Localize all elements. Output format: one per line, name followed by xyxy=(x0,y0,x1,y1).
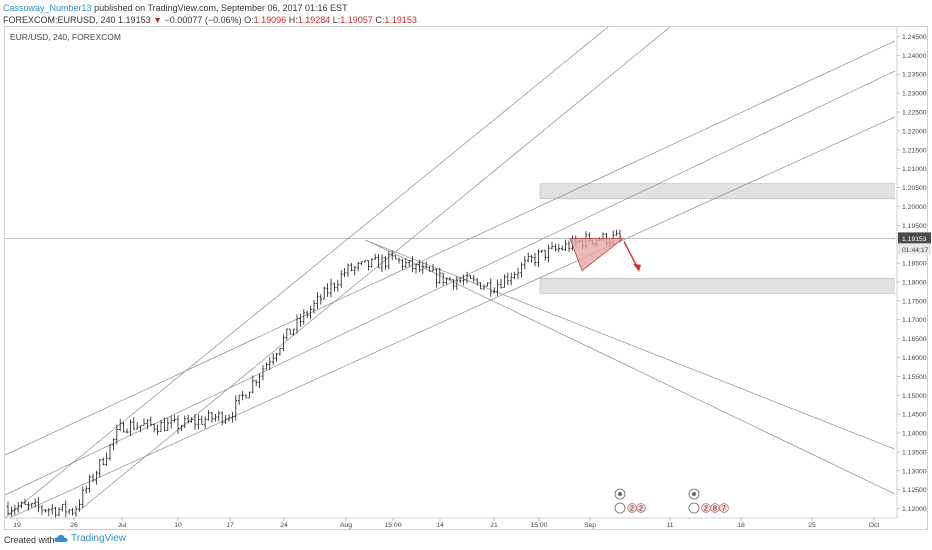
y-tick-label: 1.24500 xyxy=(902,34,927,41)
countdown-label: 01:44:17 xyxy=(902,247,929,254)
event-count: 2 xyxy=(630,506,634,513)
x-tick-label: 15:00 xyxy=(530,522,547,529)
x-tick-label: 14 xyxy=(436,522,444,529)
y-tick-label: 1.21000 xyxy=(902,166,927,173)
y-tick-label: 1.16000 xyxy=(902,355,927,362)
close-value: 1.19153 xyxy=(384,15,417,25)
high-value: 1.19284 xyxy=(297,15,331,25)
x-tick-label: 25 xyxy=(808,522,816,529)
y-tick-label: 1.19500 xyxy=(902,223,927,230)
trendline[interactable] xyxy=(5,70,897,496)
countdown-badge xyxy=(898,243,931,255)
trendline[interactable] xyxy=(364,239,897,450)
projection-arrow-head-icon xyxy=(633,263,641,272)
created-with-text: Created with xyxy=(4,535,55,545)
y-tick-label: 1.23000 xyxy=(902,91,927,98)
y-tick-label: 1.15000 xyxy=(902,393,927,400)
resistance-zone[interactable] xyxy=(539,183,897,200)
x-tick-label: Jul xyxy=(118,522,127,529)
close-label: C: xyxy=(375,15,385,25)
triangle-pattern[interactable] xyxy=(569,238,625,272)
y-tick-label: 1.14000 xyxy=(902,431,927,438)
tradingview-logo[interactable]: TradingView xyxy=(54,533,126,544)
y-tick-label: 1.22000 xyxy=(902,128,927,135)
cloud-icon xyxy=(54,534,68,542)
flag-icon[interactable] xyxy=(636,503,646,513)
x-tick-label: 11 xyxy=(666,522,673,529)
event-count: 8 xyxy=(713,506,717,513)
chart-title: EUR/USD, 240, FOREXCOM xyxy=(10,32,121,42)
x-tick-label: Aug xyxy=(340,522,352,529)
event-calendar-icon[interactable] xyxy=(614,502,626,514)
open-value: 1.19096 xyxy=(253,15,287,25)
symbol-label: FOREXCOM:EURUSD, 240 xyxy=(3,15,116,25)
x-tick-label: 18 xyxy=(737,522,745,529)
footer: Created with TradingView xyxy=(0,530,932,550)
chart-area[interactable] xyxy=(4,26,928,530)
y-tick-label: 1.21500 xyxy=(902,147,927,154)
y-tick-label: 1.13500 xyxy=(902,449,927,456)
low-label: L: xyxy=(332,15,341,25)
y-tick-label: 1.18500 xyxy=(902,261,927,268)
author-link[interactable]: Cassoway_Number13 xyxy=(3,3,92,13)
y-tick-label: 1.12500 xyxy=(902,487,927,494)
published-text: published on TradingView.com, September … xyxy=(94,3,348,13)
x-tick-label: Sep xyxy=(584,522,596,529)
y-tick-label: 1.12000 xyxy=(902,506,927,513)
x-tick-label: 24 xyxy=(280,522,288,529)
event-count: 2 xyxy=(639,506,643,513)
brand-label: TradingView xyxy=(71,533,127,544)
x-tick-label: 19 xyxy=(13,522,21,529)
x-tick-label: 10 xyxy=(174,522,182,529)
event-dot-icon xyxy=(618,492,622,496)
y-tick-label: 1.14500 xyxy=(902,412,927,419)
y-tick-label: 1.23500 xyxy=(902,72,927,79)
y-tick-label: 1.15500 xyxy=(902,374,927,381)
event-dot-icon xyxy=(692,492,696,496)
ohlc-line: FOREXCOM:EURUSD, 240 1.19153 ▼ −0.00077 … xyxy=(3,14,417,26)
chart-header: Cassoway_Number13 published on TradingVi… xyxy=(0,0,932,26)
x-tick-label: 15:00 xyxy=(384,522,401,529)
trendline[interactable] xyxy=(5,27,609,518)
last-price-label: 1.19153 xyxy=(902,236,927,243)
open-label: O: xyxy=(244,15,254,25)
y-tick-label: 1.18000 xyxy=(902,279,927,286)
high-label: H: xyxy=(288,15,298,25)
trendline[interactable] xyxy=(369,241,897,495)
down-arrow-icon: ▼ xyxy=(153,15,163,25)
publish-line: Cassoway_Number13 published on TradingVi… xyxy=(3,2,348,14)
y-tick-label: 1.16500 xyxy=(902,336,927,343)
x-tick-label: 17 xyxy=(226,522,234,529)
event-count: 2 xyxy=(704,506,708,513)
y-tick-label: 1.24000 xyxy=(902,53,927,60)
trendline[interactable] xyxy=(5,116,897,520)
y-tick-label: 1.17500 xyxy=(902,298,927,305)
y-tick-label: 1.17000 xyxy=(902,317,927,324)
event-count: 7 xyxy=(722,506,726,513)
y-tick-label: 1.22500 xyxy=(902,109,927,116)
x-tick-label: 26 xyxy=(70,522,78,529)
last-price: 1.19153 xyxy=(118,15,151,25)
last-price-badge xyxy=(898,232,931,244)
y-tick-label: 1.13000 xyxy=(902,468,927,475)
y-tick-label: 1.20000 xyxy=(902,204,927,211)
low-value: 1.19057 xyxy=(340,15,373,25)
x-tick-label: 21 xyxy=(490,522,498,529)
y-tick-label: 1.20500 xyxy=(902,185,927,192)
event-calendar-icon[interactable] xyxy=(688,502,700,514)
price-change: −0.00077 (−0.06%) xyxy=(164,15,242,25)
flag-icon[interactable] xyxy=(719,503,729,513)
trendline[interactable] xyxy=(5,40,897,456)
support-zone[interactable] xyxy=(539,277,897,294)
x-tick-label: Oct xyxy=(869,522,880,529)
